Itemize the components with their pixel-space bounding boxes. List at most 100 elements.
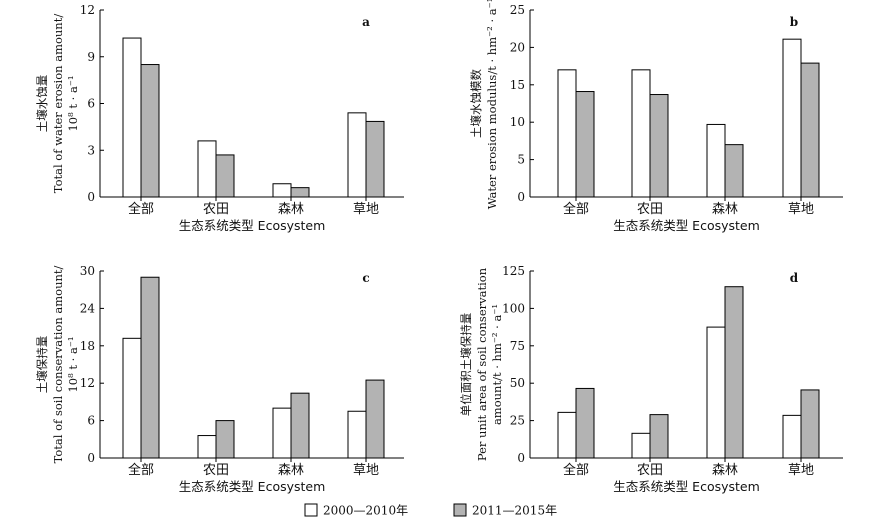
- y-tick-label: 0: [517, 190, 525, 204]
- y-tick-label: 3: [87, 143, 95, 157]
- legend: 2000—2010年 2011—2015年: [304, 503, 557, 518]
- x-tick-label: 全部: [128, 201, 154, 217]
- x-tick-label: 农田: [637, 463, 663, 478]
- bar-b-series-2-1: [649, 94, 669, 198]
- bar-c-series-2-3: [365, 379, 385, 459]
- y-tick-label: 0: [87, 190, 95, 204]
- bar-b-series-1-0: [557, 69, 577, 198]
- y-axis-title-line: 土壤水蚀模数: [469, 69, 483, 138]
- bar-a-series-1-1: [197, 140, 217, 198]
- bar-a-series-2-1: [215, 154, 235, 198]
- bar-d-series-1-3: [782, 414, 802, 459]
- bar-d-series-2-1: [649, 414, 669, 459]
- y-axis-title-line: 单位面积土壤保持量: [459, 313, 473, 417]
- bar-a-series-2-2: [290, 187, 310, 198]
- bar-b-series-1-3: [782, 38, 802, 198]
- y-axis-title-line: Total of water erosion amount/: [51, 14, 65, 194]
- x-axis-title: 生态系统类型 Ecosystem: [613, 218, 760, 233]
- y-tick-label: 0: [87, 451, 95, 465]
- x-tick-label: 森林: [278, 463, 304, 478]
- y-tick-label: 25: [510, 3, 525, 17]
- legend-swatch-series-2: [453, 503, 467, 517]
- bar-d-series-2-3: [800, 389, 820, 459]
- y-axis-title-line: 土壤保持量: [35, 336, 49, 394]
- x-tick-label: 森林: [278, 202, 304, 217]
- x-tick-label: 全部: [563, 201, 589, 217]
- bar-b-series-1-2: [706, 123, 726, 198]
- y-tick-label: 24: [80, 301, 96, 315]
- bar-d-series-2-2: [724, 286, 744, 459]
- x-tick-label: 草地: [353, 202, 379, 217]
- bar-d-series-1-2: [706, 326, 726, 459]
- bar-d-series-1-1: [631, 432, 651, 459]
- x-tick-label: 草地: [353, 463, 379, 478]
- y-axis-title-line: 土壤水蚀量: [35, 75, 49, 133]
- y-tick-label: 0: [517, 451, 525, 465]
- y-tick-label: 20: [510, 40, 525, 54]
- legend-label-series-2: 2011—2015年: [472, 504, 557, 518]
- bar-b-series-2-0: [575, 91, 595, 198]
- bar-c-series-2-1: [215, 420, 235, 459]
- y-axis-title-line: 10⁸ t · a⁻¹: [66, 336, 80, 392]
- bar-a-series-1-0: [122, 37, 142, 198]
- bar-d-series-2-0: [575, 387, 595, 459]
- bar-c-series-2-2: [290, 392, 310, 459]
- y-axis-title-line: Water erosion modulus/t · hm⁻² · a⁻¹: [485, 0, 499, 209]
- bar-b-series-2-3: [800, 62, 820, 198]
- bar-a-series-1-3: [347, 112, 367, 198]
- y-tick-label: 30: [80, 264, 95, 278]
- x-tick-label: 全部: [128, 462, 154, 478]
- y-tick-label: 5: [517, 153, 525, 167]
- bar-c-series-1-2: [272, 407, 292, 459]
- bar-c-series-1-1: [197, 435, 217, 459]
- x-tick-label: 农田: [203, 463, 229, 478]
- bar-b-series-1-1: [631, 69, 651, 198]
- x-tick-label: 草地: [788, 202, 814, 217]
- y-tick-label: 12: [80, 3, 95, 17]
- x-tick-label: 全部: [563, 462, 589, 478]
- x-tick-label: 草地: [788, 463, 814, 478]
- y-axis-title-line: Per unit area of soil conservation: [475, 267, 489, 461]
- y-axis-title-line: amount/t · hm⁻² · a⁻¹: [490, 304, 504, 425]
- panel-label: d: [790, 271, 799, 285]
- x-axis-title: 生态系统类型 Ecosystem: [613, 479, 760, 494]
- y-tick-label: 25: [510, 414, 525, 428]
- bar-c-series-1-0: [122, 337, 142, 459]
- x-axis-title: 生态系统类型 Ecosystem: [179, 479, 326, 494]
- x-tick-label: 森林: [712, 463, 738, 478]
- y-tick-label: 125: [502, 264, 525, 278]
- bar-b-series-2-2: [724, 144, 744, 198]
- bar-a-series-2-3: [365, 120, 385, 198]
- x-tick-label: 农田: [637, 202, 663, 217]
- y-tick-label: 10: [510, 115, 525, 129]
- bar-c-series-1-3: [347, 410, 367, 459]
- y-tick-label: 75: [510, 339, 525, 353]
- y-tick-label: 100: [502, 301, 525, 315]
- x-axis-title: 生态系统类型 Ecosystem: [179, 218, 326, 233]
- bar-d-series-1-0: [557, 411, 577, 459]
- y-tick-label: 18: [80, 339, 95, 353]
- y-tick-label: 12: [80, 376, 95, 390]
- y-axis-title-line: Total of soil conservation amount/: [51, 265, 65, 463]
- panel-label: a: [362, 15, 370, 29]
- y-tick-label: 9: [87, 50, 95, 64]
- y-tick-label: 15: [510, 78, 525, 92]
- y-tick-label: 6: [87, 97, 95, 111]
- y-axis-title-line: 10⁸ t · a⁻¹: [66, 75, 80, 131]
- panel-label: b: [790, 15, 798, 29]
- legend-label-series-1: 2000—2010年: [323, 504, 408, 518]
- bar-a-series-1-2: [272, 183, 292, 198]
- bar-c-series-2-0: [140, 276, 160, 459]
- x-tick-label: 农田: [203, 202, 229, 217]
- bar-a-series-2-0: [140, 64, 160, 198]
- x-tick-label: 森林: [712, 202, 738, 217]
- y-tick-label: 50: [510, 376, 525, 390]
- y-tick-label: 6: [87, 414, 95, 428]
- legend-swatch-series-1: [304, 503, 318, 517]
